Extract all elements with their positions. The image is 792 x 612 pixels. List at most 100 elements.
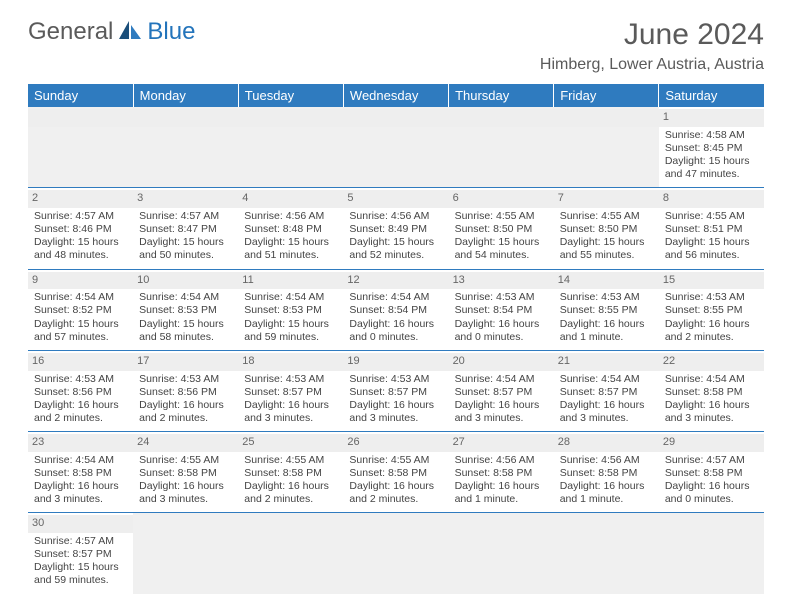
calendar-day-cell: 25Sunrise: 4:55 AMSunset: 8:58 PMDayligh… xyxy=(238,432,343,513)
sunset-text: Sunset: 8:58 PM xyxy=(244,467,337,480)
daylight-text: Daylight: 15 hours and 56 minutes. xyxy=(665,236,758,262)
day-number: 4 xyxy=(238,190,343,208)
location-subtitle: Himberg, Lower Austria, Austria xyxy=(540,56,764,74)
daylight-text: Daylight: 16 hours and 3 minutes. xyxy=(560,399,653,425)
day-number: 8 xyxy=(659,190,764,208)
daylight-text: Daylight: 15 hours and 59 minutes. xyxy=(34,561,127,587)
title-block: June 2024 Himberg, Lower Austria, Austri… xyxy=(540,18,764,74)
sunrise-text: Sunrise: 4:57 AM xyxy=(34,535,127,548)
day-header: Wednesday xyxy=(343,84,448,107)
calendar-day-cell xyxy=(133,513,238,594)
day-header: Tuesday xyxy=(238,84,343,107)
day-number: 26 xyxy=(343,434,448,452)
daylight-text: Daylight: 15 hours and 54 minutes. xyxy=(455,236,548,262)
sunrise-text: Sunrise: 4:58 AM xyxy=(665,129,758,142)
daylight-text: Daylight: 15 hours and 57 minutes. xyxy=(34,318,127,344)
day-number: 17 xyxy=(133,353,238,371)
daylight-text: Daylight: 16 hours and 3 minutes. xyxy=(665,399,758,425)
sunrise-text: Sunrise: 4:54 AM xyxy=(560,373,653,386)
sunrise-text: Sunrise: 4:57 AM xyxy=(139,210,232,223)
sunrise-text: Sunrise: 4:53 AM xyxy=(244,373,337,386)
sunset-text: Sunset: 8:46 PM xyxy=(34,223,127,236)
day-number: 10 xyxy=(133,272,238,290)
calendar-day-cell: 8 Sunrise: 4:55 AMSunset: 8:51 PMDaylight… xyxy=(659,188,764,269)
day-number-bar xyxy=(554,109,659,127)
calendar-day-cell xyxy=(133,107,238,188)
calendar-week-row: 23Sunrise: 4:54 AMSunset: 8:58 PMDayligh… xyxy=(28,432,764,513)
day-number: 7 xyxy=(554,190,659,208)
calendar-day-cell: 1Sunrise: 4:58 AMSunset: 8:45 PMDaylight… xyxy=(659,107,764,188)
calendar-day-cell xyxy=(343,513,448,594)
sunset-text: Sunset: 8:57 PM xyxy=(455,386,548,399)
day-header: Saturday xyxy=(659,84,764,107)
sunset-text: Sunset: 8:55 PM xyxy=(560,304,653,317)
calendar-day-cell: 16Sunrise: 4:53 AMSunset: 8:56 PMDayligh… xyxy=(28,350,133,431)
day-number: 13 xyxy=(449,272,554,290)
calendar-day-cell: 27Sunrise: 4:56 AMSunset: 8:58 PMDayligh… xyxy=(449,432,554,513)
sunset-text: Sunset: 8:58 PM xyxy=(665,467,758,480)
sunrise-text: Sunrise: 4:56 AM xyxy=(349,210,442,223)
calendar-day-cell: 22Sunrise: 4:54 AMSunset: 8:58 PMDayligh… xyxy=(659,350,764,431)
calendar-week-row: 16Sunrise: 4:53 AMSunset: 8:56 PMDayligh… xyxy=(28,350,764,431)
daylight-text: Daylight: 15 hours and 55 minutes. xyxy=(560,236,653,262)
logo-sail-icon xyxy=(117,19,143,46)
header: General Blue June 2024 Himberg, Lower Au… xyxy=(28,18,764,74)
calendar-day-cell: 30 Sunrise: 4:57 AMSunset: 8:57 PMDayligh… xyxy=(28,513,133,594)
sunrise-text: Sunrise: 4:55 AM xyxy=(560,210,653,223)
calendar-day-cell: 14Sunrise: 4:53 AMSunset: 8:55 PMDayligh… xyxy=(554,269,659,350)
day-number: 1 xyxy=(659,109,764,127)
day-number: 30 xyxy=(28,515,133,533)
calendar-day-cell: 17Sunrise: 4:53 AMSunset: 8:56 PMDayligh… xyxy=(133,350,238,431)
daylight-text: Daylight: 16 hours and 3 minutes. xyxy=(139,480,232,506)
sunset-text: Sunset: 8:58 PM xyxy=(139,467,232,480)
sunset-text: Sunset: 8:57 PM xyxy=(34,548,127,561)
day-number: 18 xyxy=(238,353,343,371)
day-header: Thursday xyxy=(449,84,554,107)
calendar-week-row: 9Sunrise: 4:54 AMSunset: 8:52 PMDaylight… xyxy=(28,269,764,350)
sunrise-text: Sunrise: 4:55 AM xyxy=(665,210,758,223)
sunset-text: Sunset: 8:51 PM xyxy=(665,223,758,236)
day-number: 25 xyxy=(238,434,343,452)
calendar-week-row: 30 Sunrise: 4:57 AMSunset: 8:57 PMDayligh… xyxy=(28,513,764,594)
sunset-text: Sunset: 8:58 PM xyxy=(34,467,127,480)
logo-text-general: General xyxy=(28,18,113,46)
sunset-text: Sunset: 8:52 PM xyxy=(34,304,127,317)
sunrise-text: Sunrise: 4:55 AM xyxy=(349,454,442,467)
calendar-day-cell xyxy=(343,107,448,188)
sunset-text: Sunset: 8:57 PM xyxy=(560,386,653,399)
calendar-day-cell xyxy=(238,107,343,188)
calendar-day-cell: 24Sunrise: 4:55 AMSunset: 8:58 PMDayligh… xyxy=(133,432,238,513)
sunrise-text: Sunrise: 4:56 AM xyxy=(455,454,548,467)
daylight-text: Daylight: 16 hours and 2 minutes. xyxy=(34,399,127,425)
calendar-day-cell xyxy=(449,107,554,188)
calendar-day-cell: 7Sunrise: 4:55 AMSunset: 8:50 PMDaylight… xyxy=(554,188,659,269)
calendar-day-cell: 21 Sunrise: 4:54 AMSunset: 8:57 PMDayligh… xyxy=(554,350,659,431)
daylight-text: Daylight: 16 hours and 0 minutes. xyxy=(665,480,758,506)
day-number: 27 xyxy=(449,434,554,452)
daylight-text: Daylight: 16 hours and 0 minutes. xyxy=(455,318,548,344)
day-header: Sunday xyxy=(28,84,133,107)
sunrise-text: Sunrise: 4:54 AM xyxy=(139,291,232,304)
day-number: 29 xyxy=(659,434,764,452)
calendar-day-cell: 3Sunrise: 4:57 AMSunset: 8:47 PMDaylight… xyxy=(133,188,238,269)
sunrise-text: Sunrise: 4:55 AM xyxy=(139,454,232,467)
daylight-text: Daylight: 15 hours and 51 minutes. xyxy=(244,236,337,262)
day-number: 23 xyxy=(28,434,133,452)
calendar-day-cell xyxy=(28,107,133,188)
calendar-day-cell: 15Sunrise: 4:53 AMSunset: 8:55 PMDayligh… xyxy=(659,269,764,350)
daylight-text: Daylight: 16 hours and 1 minute. xyxy=(560,480,653,506)
sunset-text: Sunset: 8:50 PM xyxy=(455,223,548,236)
day-number: 11 xyxy=(238,272,343,290)
day-number: 14 xyxy=(554,272,659,290)
sunset-text: Sunset: 8:58 PM xyxy=(665,386,758,399)
day-number: 20 xyxy=(449,353,554,371)
day-number: 21 xyxy=(554,353,659,371)
sunrise-text: Sunrise: 4:54 AM xyxy=(34,454,127,467)
daylight-text: Daylight: 15 hours and 47 minutes. xyxy=(665,155,758,181)
daylight-text: Daylight: 16 hours and 3 minutes. xyxy=(34,480,127,506)
daylight-text: Daylight: 16 hours and 2 minutes. xyxy=(244,480,337,506)
calendar-day-cell xyxy=(659,513,764,594)
daylight-text: Daylight: 16 hours and 3 minutes. xyxy=(244,399,337,425)
sunset-text: Sunset: 8:47 PM xyxy=(139,223,232,236)
daylight-text: Daylight: 16 hours and 2 minutes. xyxy=(349,480,442,506)
